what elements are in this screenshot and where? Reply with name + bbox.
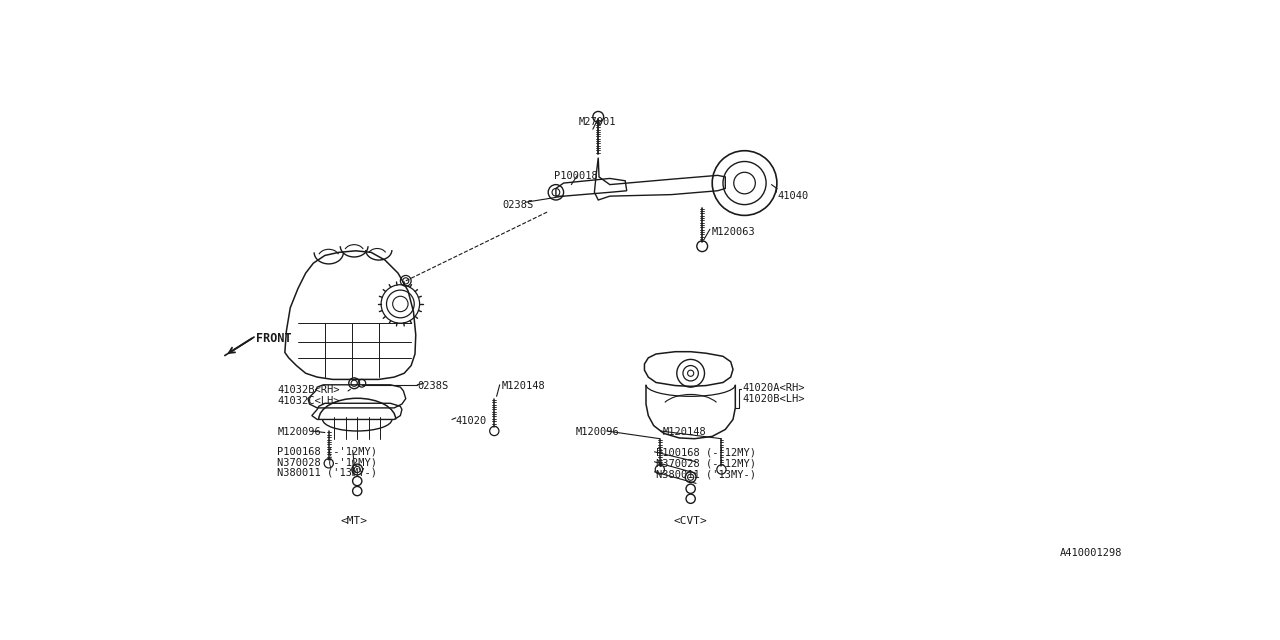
Text: A410001298: A410001298 — [1060, 548, 1121, 558]
Text: 41020B<LH>: 41020B<LH> — [742, 394, 805, 404]
Text: 41020: 41020 — [456, 415, 488, 426]
Text: FRONT: FRONT — [256, 332, 292, 346]
Text: P100168 (-'12MY): P100168 (-'12MY) — [278, 447, 378, 456]
Text: P100018: P100018 — [554, 171, 598, 180]
Text: M120063: M120063 — [712, 227, 755, 237]
Text: P100168 (-'12MY): P100168 (-'12MY) — [657, 448, 756, 458]
Text: M120148: M120148 — [662, 427, 705, 437]
Text: M27001: M27001 — [579, 117, 617, 127]
Text: 41032C<LH>: 41032C<LH> — [278, 396, 339, 406]
Text: 41032B<RH>: 41032B<RH> — [278, 385, 339, 395]
Text: N370028 (-'12MY): N370028 (-'12MY) — [657, 459, 756, 468]
Text: 0238S: 0238S — [502, 200, 534, 210]
Text: 41040: 41040 — [778, 191, 809, 201]
Text: M120096: M120096 — [278, 427, 321, 437]
Text: 0238S: 0238S — [417, 381, 448, 391]
Text: <MT>: <MT> — [340, 516, 367, 525]
Text: 41020A<RH>: 41020A<RH> — [742, 383, 805, 393]
Text: N380011 ('13MY-): N380011 ('13MY-) — [278, 468, 378, 478]
Text: <CVT>: <CVT> — [673, 516, 708, 525]
Text: N380011 ('13MY-): N380011 ('13MY-) — [657, 470, 756, 479]
Text: M120148: M120148 — [502, 381, 545, 391]
Text: N370028 (-'12MY): N370028 (-'12MY) — [278, 457, 378, 467]
Text: M120096: M120096 — [575, 427, 620, 437]
